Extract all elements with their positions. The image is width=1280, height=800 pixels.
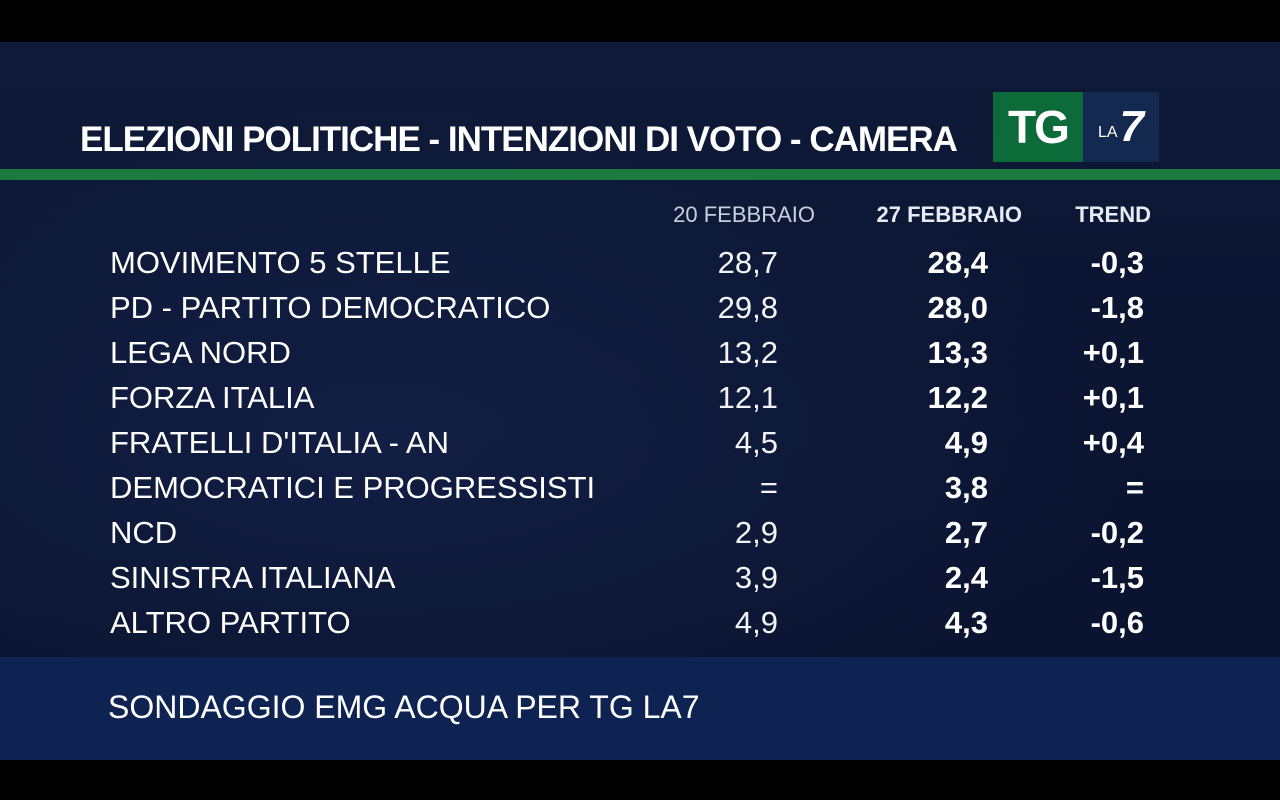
value-trend: =	[1125, 470, 1144, 505]
value-trend: -0,2	[1090, 515, 1144, 550]
column-header-trend: TREND	[1075, 202, 1151, 227]
party-name: MOVIMENTO 5 STELLE	[110, 245, 451, 280]
party-name: LEGA NORD	[110, 335, 291, 370]
table-row: ALTRO PARTITO 4,9 4,3 -0,6	[0, 600, 1280, 645]
value-curr: 28,4	[927, 245, 988, 280]
value-prev: 13,2	[717, 335, 778, 370]
table-row: FRATELLI D'ITALIA - AN 4,5 4,9 +0,4	[0, 420, 1280, 465]
value-curr: 2,7	[944, 515, 988, 550]
table-row: PD - PARTITO DEMOCRATICO 29,8 28,0 -1,8	[0, 285, 1280, 330]
broadcast-graphic: ELEZIONI POLITICHE - INTENZIONI DI VOTO …	[0, 42, 1280, 760]
value-trend: +0,1	[1082, 335, 1144, 370]
footer-band	[0, 657, 1280, 760]
value-prev: 2,9	[734, 515, 778, 550]
table-row: NCD 2,9 2,7 -0,2	[0, 510, 1280, 555]
column-header-prev: 20 FEBBRAIO	[673, 202, 815, 227]
source-caption: SONDAGGIO EMG ACQUA PER TG LA7	[108, 689, 700, 725]
value-curr: 4,9	[944, 425, 988, 460]
party-name: DEMOCRATICI E PROGRESSISTI	[110, 470, 596, 505]
value-trend: -0,6	[1090, 605, 1144, 640]
logo-la: LA	[1097, 124, 1118, 141]
value-trend: +0,4	[1082, 425, 1144, 460]
party-name: PD - PARTITO DEMOCRATICO	[110, 290, 551, 325]
party-name: SINISTRA ITALIANA	[110, 560, 396, 595]
value-trend: +0,1	[1082, 380, 1144, 415]
table-row: DEMOCRATICI E PROGRESSISTI = 3,8 =	[0, 465, 1280, 510]
tg-la7-logo: TG LA 7	[993, 92, 1159, 162]
logo-la7: LA 7	[1083, 92, 1159, 162]
value-curr: 28,0	[927, 290, 988, 325]
value-trend: -1,8	[1090, 290, 1144, 325]
value-curr: 3,8	[944, 470, 988, 505]
logo-tg: TG	[993, 92, 1083, 162]
value-curr: 12,2	[927, 380, 988, 415]
table-row: MOVIMENTO 5 STELLE 28,7 28,4 -0,3	[0, 240, 1280, 285]
logo-seven: 7	[1119, 102, 1145, 151]
value-prev: 4,5	[734, 425, 778, 460]
value-curr: 13,3	[927, 335, 988, 370]
party-name: FORZA ITALIA	[110, 380, 315, 415]
value-prev: 29,8	[717, 290, 778, 325]
party-name: ALTRO PARTITO	[110, 605, 351, 640]
letterbox-top	[0, 0, 1280, 42]
page-title: ELEZIONI POLITICHE - INTENZIONI DI VOTO …	[80, 120, 958, 159]
table-row: FORZA ITALIA 12,1 12,2 +0,1	[0, 375, 1280, 420]
value-curr: 2,4	[944, 560, 988, 595]
party-name: FRATELLI D'ITALIA - AN	[110, 425, 449, 460]
party-name: NCD	[110, 515, 178, 550]
value-prev: 4,9	[734, 605, 778, 640]
value-prev: 12,1	[717, 380, 778, 415]
value-prev: =	[759, 470, 778, 505]
value-prev: 28,7	[717, 245, 778, 280]
title-divider	[0, 169, 1280, 180]
value-trend: -0,3	[1090, 245, 1144, 280]
table-row: LEGA NORD 13,2 13,3 +0,1	[0, 330, 1280, 375]
column-header-curr: 27 FEBBRAIO	[876, 202, 1022, 227]
value-prev: 3,9	[734, 560, 778, 595]
value-curr: 4,3	[944, 605, 988, 640]
letterbox-bottom	[0, 760, 1280, 800]
poll-table: MOVIMENTO 5 STELLE 28,7 28,4 -0,3 PD - P…	[0, 240, 1280, 645]
table-row: SINISTRA ITALIANA 3,9 2,4 -1,5	[0, 555, 1280, 600]
value-trend: -1,5	[1090, 560, 1144, 595]
